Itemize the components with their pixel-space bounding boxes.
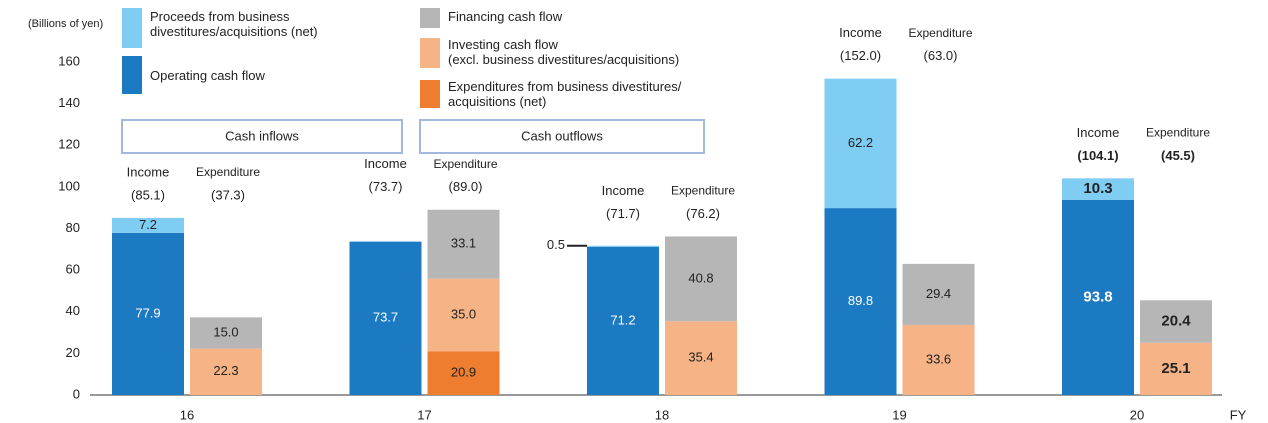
y-tick-label: 0 [73, 386, 80, 401]
value-label: 33.1 [451, 236, 476, 251]
bar-segment [824, 208, 897, 395]
expenditure-total: (89.0) [449, 179, 483, 194]
value-label: 25.1 [1161, 360, 1190, 377]
y-tick-label: 20 [66, 345, 80, 360]
x-tick-label: 17 [417, 407, 431, 422]
x-axis-label: FY [1230, 407, 1247, 422]
value-label: 35.4 [688, 350, 713, 365]
value-label: 77.9 [135, 305, 160, 320]
income-total: (152.0) [840, 48, 881, 63]
income-total: (73.7) [369, 179, 403, 194]
stack-label: Income [839, 25, 882, 40]
y-tick-label: 60 [66, 262, 80, 277]
stack-label: Expenditure [908, 26, 972, 40]
stack-label: Expenditure [196, 165, 260, 179]
y-tick-label: 140 [58, 95, 80, 110]
income-total: (71.7) [606, 206, 640, 221]
bar-segment [112, 232, 184, 395]
y-tick-label: 100 [58, 178, 80, 193]
value-label: 7.2 [139, 217, 157, 232]
stack-label: Income [364, 156, 407, 171]
bar-segment [427, 351, 500, 395]
value-label: 33.6 [926, 351, 951, 366]
legend-swatch [420, 38, 440, 68]
stack-box-label: Cash inflows [225, 128, 299, 143]
legend-label: Investing cash flow (excl. business dives… [448, 37, 679, 67]
stack-label: Expenditure [1146, 126, 1210, 140]
value-label: 73.7 [373, 310, 398, 325]
bar-segment [665, 236, 737, 322]
bar-segment [427, 209, 500, 279]
bar-segment [1062, 178, 1134, 200]
value-label: 10.3 [1083, 180, 1112, 197]
bar-segment [190, 348, 262, 395]
bar-segment [824, 78, 897, 209]
value-label: 62.2 [848, 135, 873, 150]
stack-box [419, 119, 705, 154]
value-label: 40.8 [688, 270, 713, 285]
bar-segment [112, 217, 184, 233]
y-tick-label: 120 [58, 137, 80, 152]
legend-label: Operating cash flow [150, 68, 266, 83]
bar-segment [1140, 300, 1212, 343]
income-total: (104.1) [1077, 148, 1118, 163]
y-tick-label: 80 [66, 220, 80, 235]
stack-box-label: Cash outflows [521, 128, 603, 143]
legend-swatch [122, 56, 142, 94]
bar-segment [1140, 342, 1212, 395]
y-tick-label: 40 [66, 303, 80, 318]
expenditure-total: (63.0) [924, 48, 958, 63]
stack-label: Income [602, 183, 645, 198]
bar-segment [1062, 199, 1134, 395]
bar-segment [190, 317, 262, 349]
x-tick-label: 19 [892, 407, 906, 422]
stack-label: Income [127, 164, 170, 179]
stack-label: Expenditure [671, 184, 735, 198]
x-tick-label: 18 [655, 407, 669, 422]
income-total: (85.1) [131, 187, 165, 202]
value-label: 20.9 [451, 365, 476, 380]
x-tick-label: 16 [180, 407, 194, 422]
bar-segment [902, 263, 975, 326]
legend-swatch [420, 80, 440, 108]
bar-segment [587, 246, 659, 395]
value-label: 15.0 [213, 324, 238, 339]
value-label: 35.0 [451, 307, 476, 322]
bar-segment [902, 325, 975, 395]
legend-label: Expenditures from business divestitures/… [448, 79, 682, 109]
bar-segment [349, 241, 422, 395]
x-tick-label: 20 [1130, 407, 1144, 422]
expenditure-total: (37.3) [211, 187, 245, 202]
expenditure-total: (45.5) [1161, 148, 1195, 163]
bar-segment [587, 245, 659, 247]
stack-label: Income [1077, 125, 1120, 140]
stack-box [121, 119, 403, 154]
value-label: 93.8 [1083, 288, 1112, 305]
y-axis-label: (Billions of yen) [28, 18, 103, 30]
value-label: 22.3 [213, 363, 238, 378]
stack-label: Expenditure [433, 157, 497, 171]
value-label: 71.2 [610, 312, 635, 327]
expenditure-total: (76.2) [686, 206, 720, 221]
value-label: 89.8 [848, 293, 873, 308]
legend-label: Proceeds from business divestitures/acqui… [150, 9, 318, 39]
value-label: 20.4 [1161, 313, 1191, 330]
legend-swatch [420, 8, 440, 28]
bar-segment [665, 321, 737, 395]
y-tick-label: 160 [58, 53, 80, 68]
value-label: 0.5 [547, 237, 565, 252]
value-label: 29.4 [926, 286, 951, 301]
legend-label: Financing cash flow [448, 9, 563, 24]
bar-segment [427, 278, 500, 352]
legend-swatch [122, 8, 142, 48]
